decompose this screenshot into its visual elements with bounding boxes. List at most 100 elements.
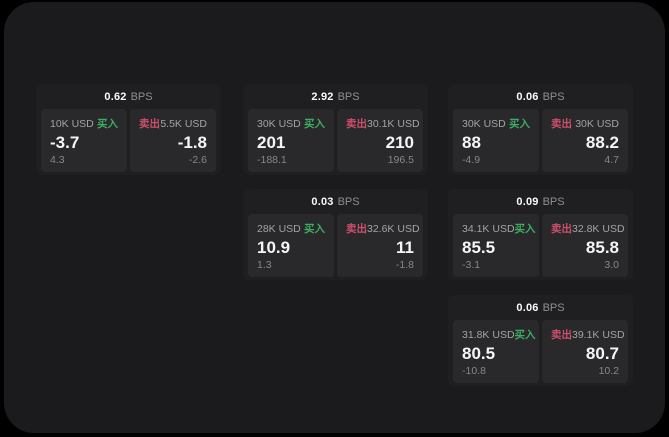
sell-delta: -2.6: [188, 154, 207, 166]
sell-price: 11: [396, 237, 414, 257]
buy-delta: -4.9: [462, 154, 481, 166]
sell-size: 30.1K USD: [367, 117, 420, 130]
spread-header: 0.03 BPS: [243, 189, 428, 212]
spread-bps-value: 0.03: [311, 195, 334, 208]
spread-header: 0.62 BPS: [36, 84, 221, 107]
buy-label: 买入: [304, 223, 325, 235]
buy-price: 88: [462, 132, 481, 152]
sell-delta: 10.2: [598, 365, 619, 377]
sell-panel[interactable]: 卖出 30.1K USD 210 196.5: [337, 109, 423, 172]
buy-size: 28K USD: [257, 222, 301, 235]
quote-card: 0.06 BPS 30K USD 买入 88 -4.9 卖出 30K USD 8…: [448, 84, 633, 175]
buy-price: 85.5: [462, 237, 496, 257]
quote-card-body: 31.8K USD 买入 80.5 -10.8 卖出 39.1K USD 80.…: [448, 318, 633, 388]
buy-delta: -188.1: [257, 154, 287, 166]
main-panel: 0.62 BPS 10K USD 买入 -3.7 4.3 卖出 5.5K USD…: [4, 2, 665, 433]
buy-price: -3.7: [50, 132, 80, 152]
buy-panel[interactable]: 30K USD 买入 88 -4.9: [453, 109, 539, 172]
sell-size: 39.1K USD: [572, 328, 625, 341]
quote-card-body: 30K USD 买入 88 -4.9 卖出 30K USD 88.2 4.7: [448, 107, 633, 177]
sell-label: 卖出: [346, 118, 367, 130]
sell-top-row: 卖出 5.5K USD: [139, 116, 207, 131]
sell-price: 210: [385, 132, 414, 152]
quote-card-body: 10K USD 买入 -3.7 4.3 卖出 5.5K USD -1.8 -2.…: [36, 107, 221, 177]
sell-size: 30K USD: [575, 117, 619, 130]
buy-panel[interactable]: 10K USD 买入 -3.7 4.3: [41, 109, 127, 172]
sell-top-row: 卖出 30.1K USD: [346, 116, 420, 131]
spread-bps-unit: BPS: [337, 195, 360, 208]
buy-size: 10K USD: [50, 117, 94, 130]
sell-price: 80.7: [585, 343, 619, 363]
buy-size: 31.8K USD: [462, 328, 515, 341]
sell-size: 5.5K USD: [160, 117, 207, 130]
sell-panel[interactable]: 卖出 39.1K USD 80.7 10.2: [542, 320, 628, 383]
sell-top-row: 卖出 32.8K USD: [551, 221, 625, 236]
buy-label: 买入: [514, 223, 536, 235]
buy-panel[interactable]: 30K USD 买入 201 -188.1: [248, 109, 334, 172]
spread-bps-unit: BPS: [542, 90, 565, 103]
spread-bps-unit: BPS: [542, 301, 565, 314]
spread-bps-unit: BPS: [337, 90, 360, 103]
sell-label: 卖出: [551, 329, 572, 341]
buy-top-row: 30K USD 买入: [257, 116, 325, 131]
sell-top-row: 卖出 32.6K USD: [346, 221, 420, 236]
buy-panel[interactable]: 28K USD 买入 10.9 1.3: [248, 214, 334, 277]
buy-top-row: 28K USD 买入: [257, 221, 325, 236]
buy-delta: 4.3: [50, 154, 65, 166]
spread-header: 0.06 BPS: [448, 295, 633, 318]
buy-top-row: 10K USD 买入: [50, 116, 118, 131]
sell-panel[interactable]: 卖出 30K USD 88.2 4.7: [542, 109, 628, 172]
sell-price: 88.2: [585, 132, 619, 152]
buy-size: 30K USD: [462, 117, 506, 130]
buy-panel[interactable]: 31.8K USD 买入 80.5 -10.8: [453, 320, 539, 383]
buy-size: 34.1K USD: [462, 222, 515, 235]
sell-price: 85.8: [585, 237, 619, 257]
buy-label: 买入: [514, 329, 536, 341]
buy-delta: -3.1: [462, 259, 481, 271]
sell-label: 卖出: [139, 118, 160, 130]
quote-card-body: 30K USD 买入 201 -188.1 卖出 30.1K USD 210 1…: [243, 107, 428, 177]
spread-bps-unit: BPS: [130, 90, 153, 103]
quote-card: 2.92 BPS 30K USD 买入 201 -188.1 卖出 30.1K …: [243, 84, 428, 175]
sell-label: 卖出: [551, 223, 572, 235]
sell-price: -1.8: [177, 132, 207, 152]
spread-bps-value: 0.06: [516, 90, 539, 103]
buy-top-row: 30K USD 买入: [462, 116, 530, 131]
sell-label: 卖出: [551, 118, 572, 130]
buy-delta: 1.3: [257, 259, 272, 271]
quote-card: 0.09 BPS 34.1K USD 买入 85.5 -3.1 卖出 32.8K…: [448, 189, 633, 280]
buy-delta: -10.8: [462, 365, 486, 377]
sell-panel[interactable]: 卖出 32.6K USD 11 -1.8: [337, 214, 423, 277]
sell-panel[interactable]: 卖出 32.8K USD 85.8 3.0: [542, 214, 628, 277]
quote-card: 0.03 BPS 28K USD 买入 10.9 1.3 卖出 32.6K US…: [243, 189, 428, 280]
sell-delta: 4.7: [604, 154, 619, 166]
sell-top-row: 卖出 39.1K USD: [551, 327, 625, 342]
spread-bps-value: 0.06: [516, 301, 539, 314]
sell-delta: 3.0: [604, 259, 619, 271]
sell-label: 卖出: [346, 223, 367, 235]
quote-card: 0.06 BPS 31.8K USD 买入 80.5 -10.8 卖出 39.1…: [448, 295, 633, 386]
quote-card-body: 28K USD 买入 10.9 1.3 卖出 32.6K USD 11 -1.8: [243, 212, 428, 282]
buy-label: 买入: [97, 118, 118, 130]
sell-top-row: 卖出 30K USD: [551, 116, 619, 131]
spread-bps-unit: BPS: [542, 195, 565, 208]
spread-header: 0.09 BPS: [448, 189, 633, 212]
spread-bps-value: 2.92: [311, 90, 334, 103]
sell-delta: -1.8: [395, 259, 414, 271]
buy-top-row: 31.8K USD 买入: [462, 327, 536, 342]
sell-size: 32.8K USD: [572, 222, 625, 235]
buy-top-row: 34.1K USD 买入: [462, 221, 536, 236]
buy-price: 80.5: [462, 343, 496, 363]
quote-card: 0.62 BPS 10K USD 买入 -3.7 4.3 卖出 5.5K USD…: [36, 84, 221, 175]
buy-label: 买入: [509, 118, 530, 130]
sell-panel[interactable]: 卖出 5.5K USD -1.8 -2.6: [130, 109, 216, 172]
buy-price: 10.9: [257, 237, 291, 257]
spread-bps-value: 0.09: [516, 195, 539, 208]
spread-header: 2.92 BPS: [243, 84, 428, 107]
spread-bps-value: 0.62: [104, 90, 127, 103]
sell-delta: 196.5: [387, 154, 414, 166]
quote-card-body: 34.1K USD 买入 85.5 -3.1 卖出 32.8K USD 85.8…: [448, 212, 633, 282]
buy-panel[interactable]: 34.1K USD 买入 85.5 -3.1: [453, 214, 539, 277]
buy-price: 201: [257, 132, 286, 152]
